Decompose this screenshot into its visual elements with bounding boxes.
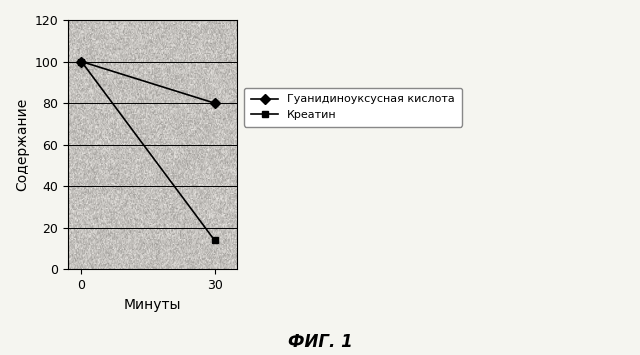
Гуанидиноуксусная кислота bbox=[211, 101, 218, 105]
Креатин bbox=[77, 59, 85, 64]
Y-axis label: Содержание: Содержание bbox=[15, 98, 29, 191]
Legend: Гуанидиноуксусная кислота, Креатин: Гуанидиноуксусная кислота, Креатин bbox=[244, 88, 461, 127]
Гуанидиноуксусная кислота bbox=[77, 59, 85, 64]
Креатин bbox=[211, 238, 218, 242]
Text: ФИГ. 1: ФИГ. 1 bbox=[287, 333, 353, 351]
Line: Гуанидиноуксусная кислота: Гуанидиноуксусная кислота bbox=[78, 58, 218, 106]
X-axis label: Минуты: Минуты bbox=[124, 297, 181, 312]
Line: Креатин: Креатин bbox=[78, 58, 218, 244]
